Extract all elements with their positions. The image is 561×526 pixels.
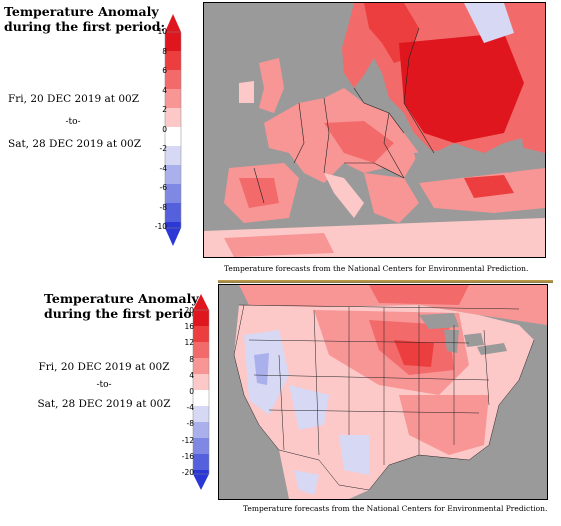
- usa-start-date: Fri, 20 DEC 2019 at 00Z: [38, 361, 170, 373]
- usa-title-line1: Temperature Anomaly: [44, 291, 199, 306]
- colorbar-tick-label: 8: [189, 354, 194, 364]
- colorbar-warm-arrow: [165, 14, 181, 32]
- usa-panel: Temperature Anomaly during the first per…: [0, 280, 561, 526]
- colorbar-tick-label: -10: [154, 222, 167, 231]
- colorbar-warm-arrow: [193, 294, 209, 310]
- colorbar-tick-label: -4: [186, 403, 194, 413]
- colorbar-tick-label: 8: [162, 46, 167, 56]
- europe-panel: Temperature Anomaly during the first per…: [4, 2, 546, 273]
- colorbar-tick-label: -20: [181, 468, 194, 477]
- colorbar-tick-label: 12: [184, 338, 194, 348]
- colorbar-tick-label: -8: [159, 202, 167, 212]
- europe-anomaly-map: [203, 2, 546, 258]
- colorbar-tick-label: 0: [189, 387, 194, 396]
- colorbar-tick-label: 16: [184, 322, 194, 332]
- colorbar-tick-label: 20: [184, 306, 194, 315]
- usa-credit: Temperature forecasts from the National …: [243, 504, 548, 513]
- colorbar-tick-label: -2: [159, 144, 167, 153]
- colorbar-tick-label: 6: [162, 66, 167, 75]
- colorbar-cold-arrow: [193, 474, 209, 490]
- usa-to-label: -to-: [96, 380, 112, 390]
- europe-title: Temperature Anomaly during the first per…: [4, 4, 165, 34]
- colorbar-tick-label: -8: [186, 419, 194, 429]
- colorbar-tick-label: 10: [157, 27, 167, 36]
- europe-colorbar: [164, 14, 182, 246]
- colorbar-cold-arrow: [165, 228, 181, 246]
- europe-title-line2: during the first period:: [4, 19, 166, 34]
- europe-to-label: -to-: [65, 117, 81, 127]
- europe-start-date: Fri, 20 DEC 2019 at 00Z: [8, 93, 140, 105]
- europe-end-date: Sat, 28 DEC 2019 at 00Z: [8, 138, 142, 150]
- colorbar-tick-label: -16: [181, 451, 194, 461]
- colorbar-tick-label: 4: [189, 370, 194, 380]
- usa-colorbar: [192, 294, 210, 490]
- europe-credit: Temperature forecasts from the National …: [224, 264, 529, 273]
- usa-anomaly-map: [218, 284, 548, 500]
- colorbar-tick-label: 0: [162, 124, 167, 134]
- colorbar-tick-label: -12: [181, 435, 194, 445]
- colorbar-tick-label: -6: [159, 183, 167, 192]
- colorbar-tick-label: 4: [162, 85, 167, 95]
- usa-title-line2: during the first period:: [44, 306, 206, 321]
- usa-title: Temperature Anomaly during the first per…: [44, 291, 205, 321]
- colorbar-tick-label: -4: [159, 163, 167, 173]
- europe-title-line1: Temperature Anomaly: [4, 4, 159, 19]
- colorbar-tick-label: 2: [162, 105, 167, 114]
- usa-end-date: Sat, 28 DEC 2019 at 00Z: [37, 398, 171, 410]
- panel-divider: [218, 280, 553, 283]
